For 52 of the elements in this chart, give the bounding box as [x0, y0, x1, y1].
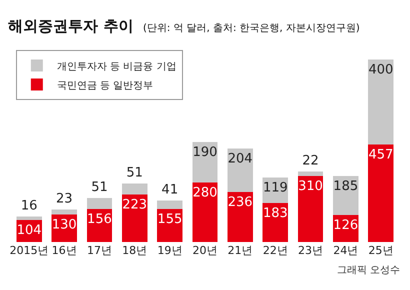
data-label: 280 [192, 185, 218, 200]
data-label: 190 [192, 144, 218, 160]
data-label: 310 [298, 179, 323, 194]
bar [368, 144, 394, 242]
bar [262, 203, 288, 242]
x-tick-label: 17년 [86, 244, 112, 257]
x-tick-label: 19년 [157, 244, 182, 257]
x-tick-label: 24년 [333, 244, 358, 257]
x-tick-label: 21년 [228, 244, 253, 257]
bar [368, 60, 394, 145]
data-label: 457 [368, 148, 394, 163]
bar [228, 192, 253, 242]
data-label: 104 [16, 222, 42, 238]
data-label: 23 [56, 191, 73, 206]
data-label: 185 [333, 178, 358, 194]
data-label: 51 [126, 166, 143, 181]
chart-title: 해외증권투자 추이 [8, 16, 134, 35]
x-tick-label: 25년 [368, 244, 394, 257]
data-label: 130 [52, 217, 77, 232]
data-label: 204 [228, 151, 253, 166]
data-label: 41 [162, 182, 178, 198]
x-tick-label: 2015년 [10, 244, 49, 257]
data-label: 400 [368, 62, 394, 78]
legend-label: 개인투자자 등 비금융 기업 [56, 61, 176, 72]
text: 그래픽 오성수 [337, 265, 400, 276]
bar [122, 184, 148, 195]
data-label: 126 [333, 218, 358, 234]
data-label: 155 [157, 212, 182, 228]
data-label: 16 [20, 198, 38, 214]
data-label: 183 [262, 206, 288, 222]
bar [192, 182, 218, 242]
x-tick-label: 16년 [52, 244, 77, 257]
data-label: 119 [262, 180, 288, 196]
x-tick-label: 18년 [122, 244, 148, 257]
data-label: 51 [91, 180, 108, 195]
data-label: 236 [228, 194, 253, 210]
bar [16, 216, 42, 220]
bar [298, 171, 324, 176]
legend-label: 국민연금 등 일반정부 [56, 80, 154, 92]
bar [86, 198, 112, 209]
chart-subtitle: (단위: 억 달러, 출처: 한국은행, 자본시장연구원) [142, 22, 360, 34]
data-label: 22 [302, 153, 319, 168]
bar [228, 148, 253, 192]
x-tick-label: 20년 [192, 244, 218, 257]
data-label: 223 [122, 198, 148, 213]
x-tick-label: 23년 [298, 244, 324, 257]
data-label: 156 [87, 212, 112, 227]
bar [122, 194, 148, 242]
bar [298, 176, 324, 242]
bar [157, 200, 182, 210]
x-tick-label: 22년 [262, 244, 288, 257]
bar [52, 209, 77, 214]
